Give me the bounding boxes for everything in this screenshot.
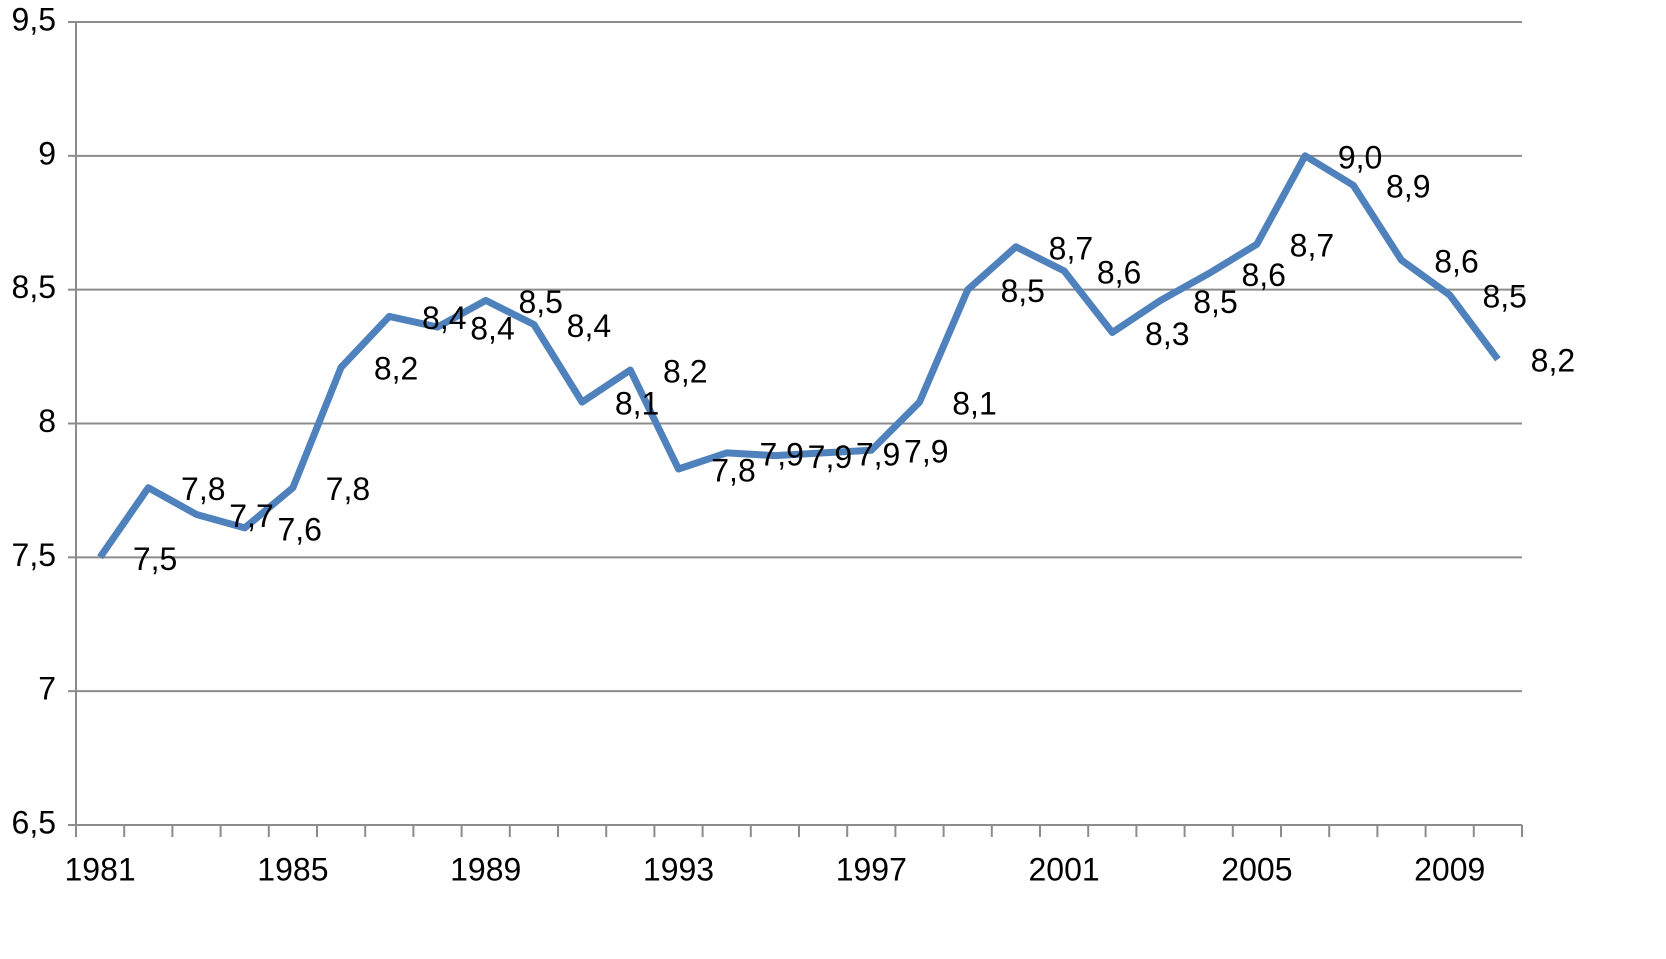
data-label: 8,4 <box>470 311 514 347</box>
data-label: 8,1 <box>952 386 996 422</box>
data-label: 7,8 <box>181 471 225 507</box>
y-tick-label: 9,5 <box>12 1 56 37</box>
x-tick-label: 1993 <box>643 851 714 887</box>
data-label: 8,9 <box>1386 169 1430 205</box>
y-tick-label: 6,5 <box>12 804 56 840</box>
data-label: 8,3 <box>1145 316 1189 352</box>
data-label: 8,6 <box>1241 257 1285 293</box>
data-label: 8,5 <box>518 284 562 320</box>
x-tick-label: 2009 <box>1414 851 1485 887</box>
x-tick-label: 2005 <box>1221 851 1292 887</box>
x-tick-label: 1997 <box>836 851 907 887</box>
data-label: 8,5 <box>1000 273 1044 309</box>
y-tick-label: 7 <box>38 671 56 707</box>
data-label: 8,2 <box>374 351 418 387</box>
y-tick-label: 9 <box>38 135 56 171</box>
data-label: 8,4 <box>422 300 466 336</box>
data-label: 8,6 <box>1434 244 1478 280</box>
data-label: 7,9 <box>904 434 948 470</box>
x-tick-label: 1985 <box>257 851 328 887</box>
data-label: 7,6 <box>277 511 321 547</box>
data-label: 7,8 <box>326 471 370 507</box>
data-label: 8,1 <box>615 386 659 422</box>
data-label: 8,7 <box>1049 230 1093 266</box>
data-line <box>97 152 1501 560</box>
x-tick-label: 1989 <box>450 851 521 887</box>
y-tick-label: 8,5 <box>12 269 56 305</box>
data-label: 8,5 <box>1482 278 1526 314</box>
data-label: 7,9 <box>759 436 803 472</box>
data-label: 8,2 <box>663 353 707 389</box>
y-tick-label: 7,5 <box>12 537 56 573</box>
data-label: 8,6 <box>1097 254 1141 290</box>
x-tick-label: 2001 <box>1029 851 1100 887</box>
data-label: 7,7 <box>229 498 273 534</box>
data-label: 8,2 <box>1531 343 1575 379</box>
data-label: 7,9 <box>856 436 900 472</box>
data-label: 8,7 <box>1290 228 1334 264</box>
data-label: 9,0 <box>1338 139 1382 175</box>
data-label: 8,5 <box>1193 284 1237 320</box>
data-label: 7,8 <box>711 452 755 488</box>
data-label: 7,9 <box>808 439 852 475</box>
data-label: 8,4 <box>567 308 611 344</box>
data-label: 7,5 <box>133 541 177 577</box>
y-tick-label: 8 <box>38 403 56 439</box>
x-tick-label: 1981 <box>65 851 136 887</box>
